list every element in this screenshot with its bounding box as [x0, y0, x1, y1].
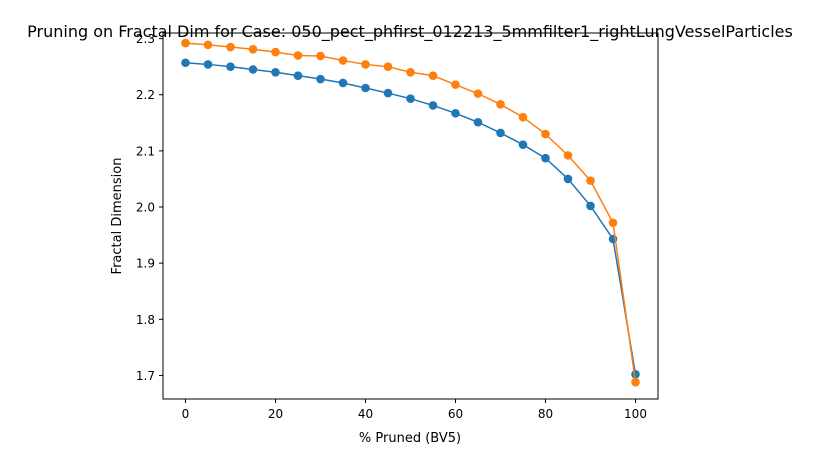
series-2-point — [608, 218, 618, 228]
plot-frame — [162, 32, 659, 400]
series-2-point — [181, 38, 190, 48]
series-1-point — [248, 65, 258, 74]
series-2-point — [248, 44, 258, 54]
series-2-point — [316, 51, 325, 61]
series-1-point — [271, 67, 280, 77]
series-1-point — [181, 58, 190, 68]
series-2-point — [271, 47, 280, 57]
series-2-point — [406, 67, 415, 77]
series-2-point — [203, 40, 213, 50]
series-2-point — [293, 51, 303, 60]
series-2-point — [563, 151, 573, 160]
series-1-point — [226, 62, 235, 71]
series-2-point — [383, 62, 393, 71]
series-1-point — [586, 201, 595, 211]
y-tick-label: 2.1 — [136, 144, 155, 158]
series-1-point — [473, 117, 483, 127]
y-tick-label: 2.3 — [136, 32, 155, 46]
series-1-point — [406, 94, 415, 103]
series-2-point — [473, 89, 483, 98]
series-1-point — [316, 74, 325, 84]
series-2-point — [338, 56, 348, 65]
series-2-point — [586, 176, 595, 185]
series-2-point — [451, 80, 460, 89]
series-1-point — [563, 174, 573, 184]
x-tick-label: 80 — [538, 407, 553, 421]
y-tick-label: 1.7 — [136, 369, 155, 383]
series-2-point — [428, 71, 438, 80]
y-tick-label: 2.0 — [136, 201, 155, 215]
y-axis-label: Fractal Dimension — [110, 158, 125, 275]
series-1-point — [518, 140, 528, 150]
x-axis: 0 20 40 60 80 100 — [182, 399, 647, 421]
x-axis-label: % Pruned (BV5) — [359, 431, 461, 446]
series-2-point — [226, 42, 235, 52]
series-1-point — [293, 71, 303, 80]
series-2-line — [185, 42, 637, 383]
x-tick-label: 20 — [268, 407, 283, 421]
series-1-point — [451, 108, 460, 118]
chart-title: Pruning on Fractal Dim for Case: 050_pec… — [27, 22, 793, 42]
series-1-point — [338, 78, 348, 88]
x-tick-label: 100 — [624, 407, 647, 421]
series-2 — [181, 38, 640, 387]
series-2-point — [496, 99, 505, 109]
series-1-point — [541, 153, 550, 163]
series-1-point — [428, 101, 438, 110]
series-1-point — [496, 128, 505, 138]
y-tick-label: 1.9 — [136, 257, 155, 271]
series-2-point — [361, 60, 370, 69]
x-tick-label: 60 — [448, 407, 463, 421]
series-2-point — [541, 129, 550, 139]
series-1 — [181, 58, 640, 379]
series-1-point — [203, 60, 213, 69]
x-tick-label: 40 — [358, 407, 373, 421]
x-tick-label: 0 — [182, 407, 190, 421]
y-axis: 1.7 1.8 1.9 2.0 2.1 2.2 2.3 — [136, 32, 163, 383]
y-tick-label: 1.8 — [136, 313, 155, 327]
series-1-point — [383, 88, 393, 98]
series-1-line — [185, 62, 637, 375]
plot-area — [181, 38, 640, 387]
y-tick-label: 2.2 — [136, 88, 155, 102]
series-1-point — [361, 83, 370, 93]
series-2-point — [518, 112, 528, 122]
series-2-point — [631, 377, 640, 387]
